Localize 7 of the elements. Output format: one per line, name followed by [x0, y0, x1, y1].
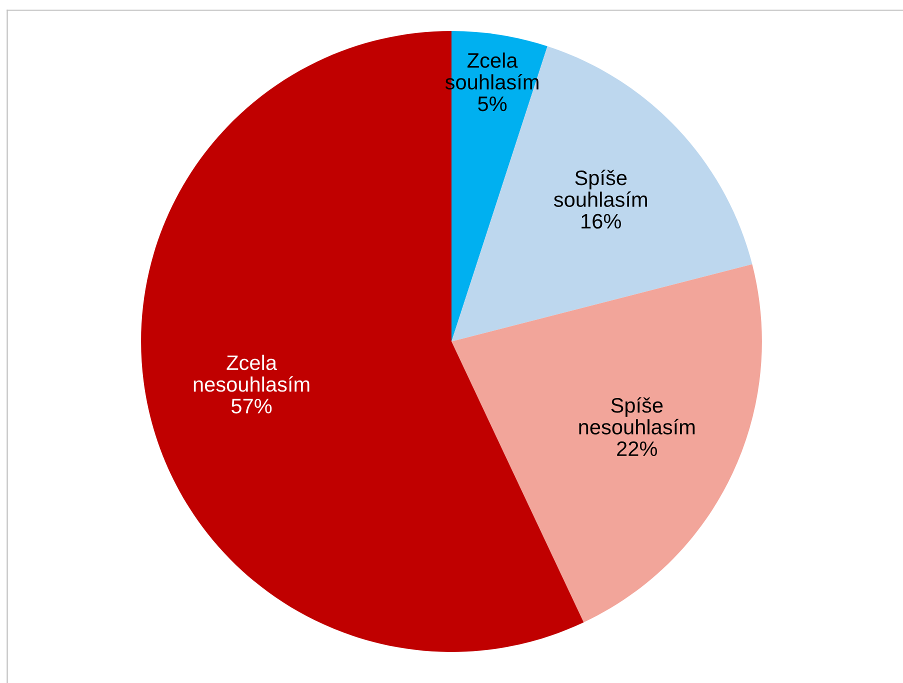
data-label: 57% [232, 398, 272, 414]
data-label: 16% [582, 214, 621, 229]
slice-label: Spíše nesouhlasím [579, 397, 695, 434]
slice-label: Zcela nesouhlasím [194, 354, 310, 392]
data-label: 22% [617, 441, 658, 456]
data-label: 5% [478, 96, 507, 112]
slice-label: Spíše souhlasím [554, 170, 647, 207]
